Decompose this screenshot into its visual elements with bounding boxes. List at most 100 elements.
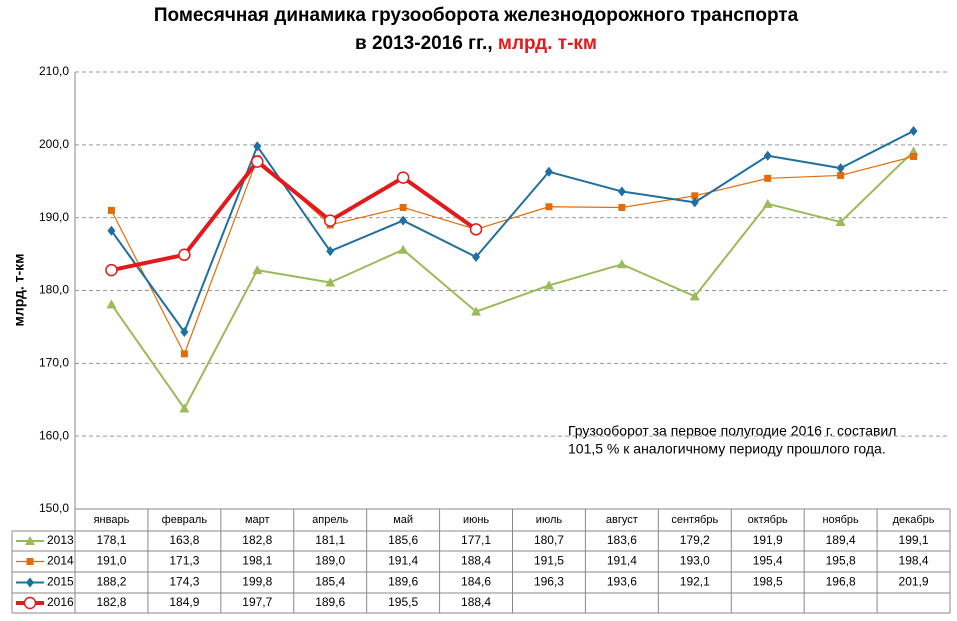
- marker: [543, 280, 554, 290]
- annotation: Грузооборот за первое полугодие 2016 г. …: [568, 423, 896, 439]
- table-value: 195,4: [753, 554, 783, 568]
- marker: [323, 214, 337, 227]
- x-tick-label: декабрь: [893, 514, 935, 526]
- table-value: 185,4: [315, 575, 345, 589]
- table-value: 198,5: [753, 575, 783, 589]
- marker: [180, 350, 188, 358]
- legend-label: 2014: [47, 554, 74, 568]
- x-tick-label: ноябрь: [822, 514, 859, 526]
- table-value: 188,4: [461, 595, 491, 609]
- table-value: 201,9: [899, 575, 929, 589]
- table-value: 180,7: [534, 533, 564, 547]
- table-value: 193,6: [607, 575, 637, 589]
- table-value: 195,8: [826, 554, 856, 568]
- marker: [909, 125, 918, 136]
- y-tick-label: 170,0: [39, 356, 69, 370]
- y-tick-label: 180,0: [39, 283, 69, 297]
- title-line2: в 2013-2016 гг.,: [355, 33, 493, 54]
- legend-marker: [25, 536, 35, 545]
- marker: [618, 203, 626, 211]
- table-value: 191,0: [96, 554, 126, 568]
- table-value: 182,8: [242, 533, 272, 547]
- table-value: 188,4: [461, 554, 491, 568]
- marker: [763, 150, 772, 161]
- x-tick-label: октябрь: [748, 514, 788, 526]
- chart-subtitle: в 2013-2016 гг., млрд. т-км: [355, 33, 597, 54]
- marker: [835, 217, 846, 227]
- series-line: [110, 155, 914, 355]
- marker: [836, 163, 845, 174]
- marker: [106, 299, 117, 309]
- chart-title: Помесячная динамика грузооборота железно…: [154, 5, 799, 26]
- x-tick-label: август: [606, 514, 638, 526]
- marker: [689, 291, 700, 301]
- legend-label: 2015: [47, 575, 74, 589]
- marker: [107, 206, 115, 214]
- marker: [545, 203, 553, 211]
- legend-marker: [23, 596, 37, 610]
- table-value: 163,8: [169, 533, 199, 547]
- x-tick-label: март: [245, 514, 270, 526]
- marker: [469, 223, 483, 236]
- marker: [471, 306, 482, 316]
- marker: [910, 152, 918, 160]
- table-value: 197,7: [242, 595, 272, 609]
- x-tick-label: июнь: [463, 514, 489, 526]
- marker: [399, 203, 407, 211]
- table-value: 182,8: [96, 595, 126, 609]
- marker: [252, 265, 263, 275]
- table-value: 198,1: [242, 554, 272, 568]
- series-line: [110, 150, 915, 410]
- marker: [399, 215, 408, 226]
- x-tick-label: июль: [536, 514, 563, 526]
- legend-marker: [26, 577, 34, 588]
- table-value: 171,3: [169, 554, 199, 568]
- table-value: 188,2: [96, 575, 126, 589]
- table-value: 196,8: [826, 575, 856, 589]
- title-unit: млрд. т-км: [498, 33, 597, 54]
- legend-marker: [26, 558, 34, 565]
- table-value: 184,6: [461, 575, 491, 589]
- marker: [107, 225, 116, 236]
- y-axis-label: млрд. т-км: [11, 253, 27, 326]
- table-value: 179,2: [680, 533, 710, 547]
- marker: [472, 251, 481, 262]
- table-value: 198,4: [899, 554, 929, 568]
- marker: [616, 259, 627, 269]
- table-value: 178,1: [96, 533, 126, 547]
- marker: [544, 166, 553, 177]
- table-value: 177,1: [461, 533, 491, 547]
- y-tick-label: 200,0: [39, 137, 69, 151]
- marker: [396, 171, 410, 184]
- table-value: 183,6: [607, 533, 637, 547]
- marker: [398, 244, 409, 254]
- marker: [180, 327, 189, 338]
- table-value: 191,5: [534, 554, 564, 568]
- y-tick-label: 150,0: [39, 501, 69, 515]
- legend-label: 2016: [47, 595, 74, 609]
- annotation: 101,5 % к аналогичному периоду прошлого …: [568, 441, 886, 457]
- marker: [178, 248, 191, 262]
- table-value: 191,4: [388, 554, 418, 568]
- marker: [105, 263, 118, 277]
- marker: [691, 192, 699, 200]
- table-value: 191,4: [607, 554, 637, 568]
- marker: [326, 246, 335, 257]
- x-tick-label: апрель: [312, 514, 348, 526]
- table-value: 185,6: [388, 533, 418, 547]
- x-tick-label: май: [393, 514, 413, 526]
- table-value: 174,3: [169, 575, 199, 589]
- x-tick-label: январь: [94, 514, 130, 526]
- table-value: 196,3: [534, 575, 564, 589]
- marker: [325, 277, 336, 287]
- series-line: [110, 130, 914, 334]
- marker: [253, 141, 262, 152]
- table-value: 191,9: [753, 533, 783, 547]
- table-value: 181,1: [315, 533, 345, 547]
- table-value: 189,6: [388, 575, 418, 589]
- table-value: 189,0: [315, 554, 345, 568]
- legend-label: 2013: [47, 533, 74, 547]
- marker: [617, 186, 626, 197]
- table-value: 189,4: [826, 533, 856, 547]
